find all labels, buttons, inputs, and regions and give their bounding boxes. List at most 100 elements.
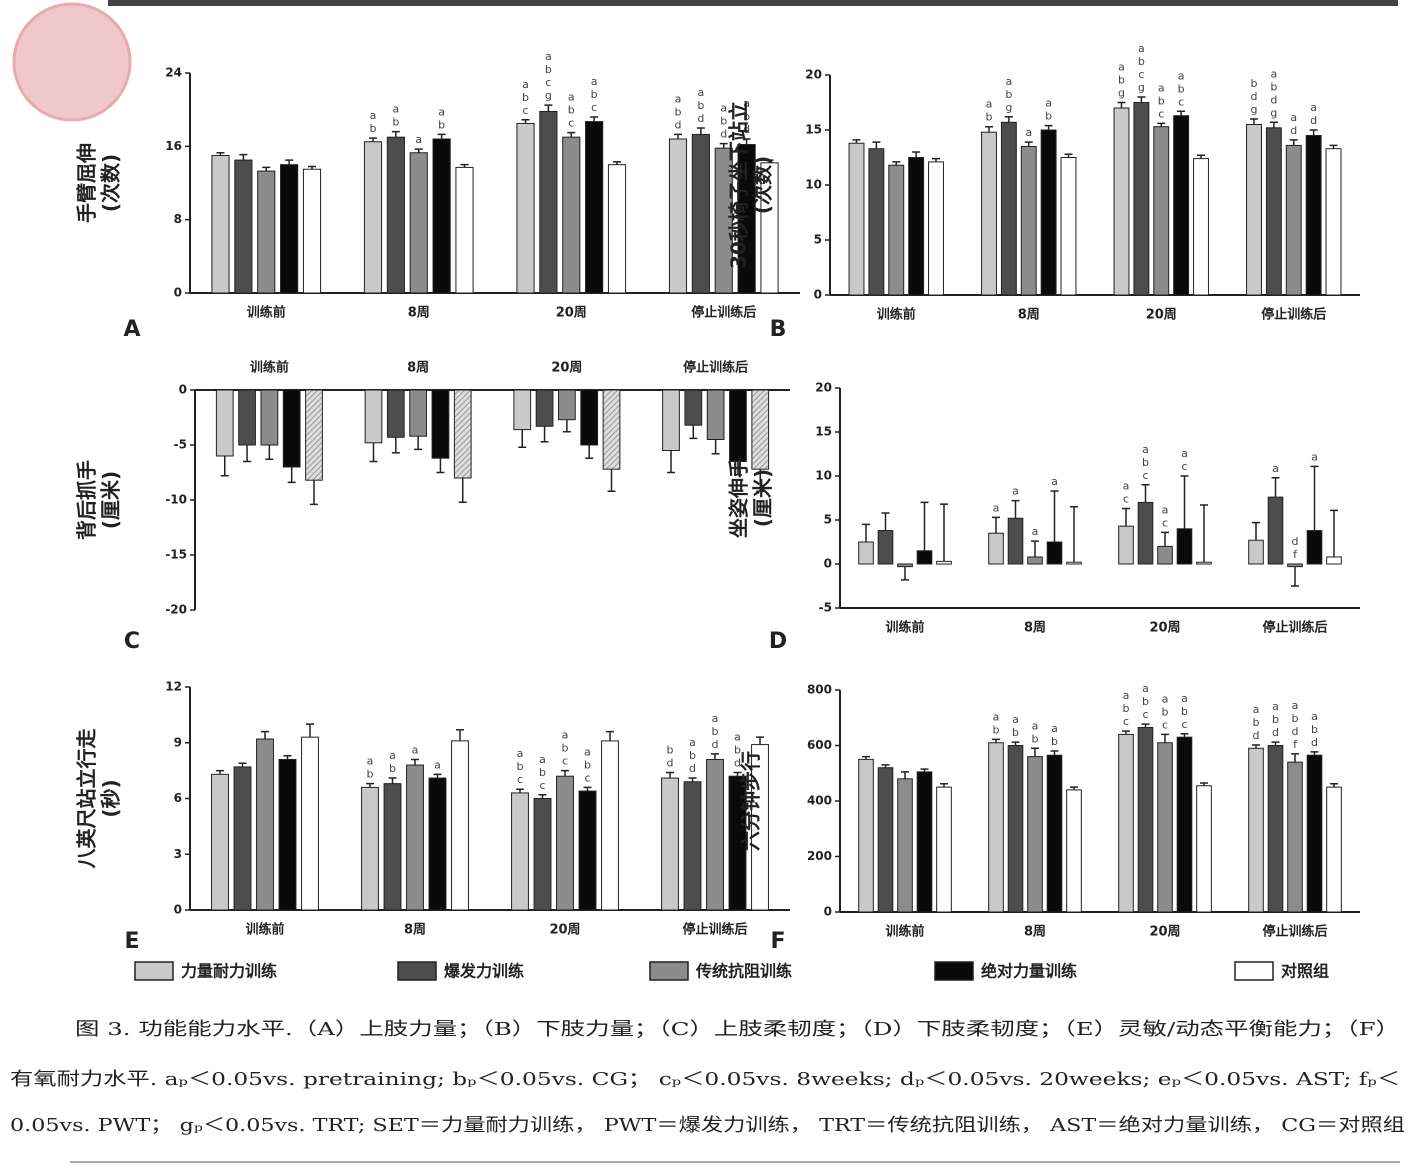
significance-letter: a [1118, 61, 1125, 74]
x-tick-label: 停止训练后 [683, 360, 748, 376]
significance-letter: b [392, 116, 399, 129]
significance-letter: a [689, 736, 696, 749]
significance-letter: a [1025, 126, 1032, 139]
bar [936, 560, 952, 565]
x-tick-label: 训练前 [247, 305, 286, 321]
bar [1306, 530, 1323, 565]
bar [1020, 146, 1037, 296]
bar [1306, 754, 1323, 913]
significance-letter: b [517, 760, 524, 773]
y-tick-label: 8 [174, 212, 182, 226]
significance-letter: a [1310, 101, 1317, 114]
significance-letter: g [1270, 106, 1277, 119]
significance-letter: a [1032, 525, 1039, 538]
error-bar [369, 137, 377, 142]
x-tick-label: 训练前 [245, 922, 284, 938]
bar [1118, 525, 1134, 565]
bar [301, 736, 319, 911]
significance-letter: g [545, 89, 552, 102]
bar [868, 148, 885, 296]
bar [1287, 563, 1303, 568]
bar [1027, 756, 1043, 913]
x-tick-label: 停止训练后 [682, 922, 747, 938]
panel-label: F [770, 929, 785, 954]
significance-letter: c [562, 755, 568, 768]
bar [1007, 745, 1024, 913]
y-tick-label: 3 [174, 847, 182, 861]
panel-label: A [123, 317, 140, 342]
bar [691, 133, 710, 294]
y-tick-label: 5 [824, 513, 832, 527]
error-bar [892, 161, 901, 166]
y-axis-label: 30秒椅子坐下站立 [727, 101, 751, 269]
error-bar [1070, 786, 1078, 790]
y-tick-label: 0 [824, 557, 832, 571]
y-tick-label: 600 [807, 738, 832, 752]
significance-letter: d [720, 128, 727, 141]
bar [607, 164, 627, 294]
bar [916, 550, 933, 565]
legend-swatch [397, 961, 437, 981]
bar [908, 157, 925, 296]
error-bar [1011, 499, 1020, 519]
error-bar [992, 738, 1000, 743]
bar [1176, 528, 1193, 565]
bar [513, 389, 532, 431]
error-bar [1031, 747, 1039, 757]
significance-letter: d [1270, 93, 1277, 106]
legend-label: 绝对力量训练 [981, 962, 1077, 981]
significance-letter: a [1253, 703, 1260, 716]
y-axis-label: (次数) [99, 154, 123, 212]
bar [282, 389, 301, 468]
y-tick-label: 16 [165, 139, 182, 153]
error-bar [239, 153, 248, 161]
x-tick-label: 20周 [1149, 621, 1180, 636]
error-bar [1141, 484, 1150, 503]
error-bar [585, 445, 594, 459]
bar [585, 121, 604, 294]
bar [729, 389, 747, 462]
bar [278, 758, 297, 911]
error-bar [940, 783, 948, 788]
error-bar [1310, 751, 1319, 756]
significance-letter: b [568, 104, 575, 117]
significance-letter: a [434, 758, 441, 771]
error-bar [607, 469, 616, 492]
significance-letter: c [522, 104, 528, 117]
bar [1325, 148, 1342, 296]
error-bar [1117, 101, 1126, 108]
bar [533, 798, 552, 911]
y-tick-label: 0 [824, 905, 832, 919]
error-bar [881, 764, 890, 768]
significance-letter: b [370, 122, 377, 135]
error-bar [1044, 124, 1053, 130]
x-tick-label: 20周 [556, 306, 587, 321]
significance-letter: b [539, 766, 546, 779]
bar [215, 389, 234, 457]
y-axis-label: 背后抓手 [75, 460, 99, 540]
significance-letter: d [1253, 729, 1260, 742]
significance-letter: a [720, 102, 727, 115]
error-bar [369, 442, 378, 463]
y-axis-label: (秒) [99, 779, 123, 817]
y-tick-label: 0 [174, 903, 182, 917]
x-tick-label: 训练前 [877, 307, 916, 323]
error-bar [310, 480, 318, 506]
bar [302, 168, 322, 294]
significance-letter: a [1012, 713, 1019, 726]
panel-label: C [124, 629, 140, 654]
x-tick-label: 停止训练后 [1261, 307, 1326, 323]
error-bar [1031, 540, 1039, 557]
significance-letter: a [1142, 443, 1149, 456]
y-tick-label: 0 [814, 288, 822, 302]
y-tick-label: 6 [174, 791, 182, 805]
error-bar [283, 755, 292, 760]
significance-letter: a [1051, 722, 1058, 735]
logo [12, 2, 132, 122]
significance-letter: a [517, 747, 524, 760]
bar [684, 389, 703, 426]
significance-letter: d [1290, 124, 1297, 137]
y-tick-label: -5 [174, 438, 187, 452]
y-tick-label: -10 [165, 493, 187, 507]
bar [305, 389, 323, 481]
